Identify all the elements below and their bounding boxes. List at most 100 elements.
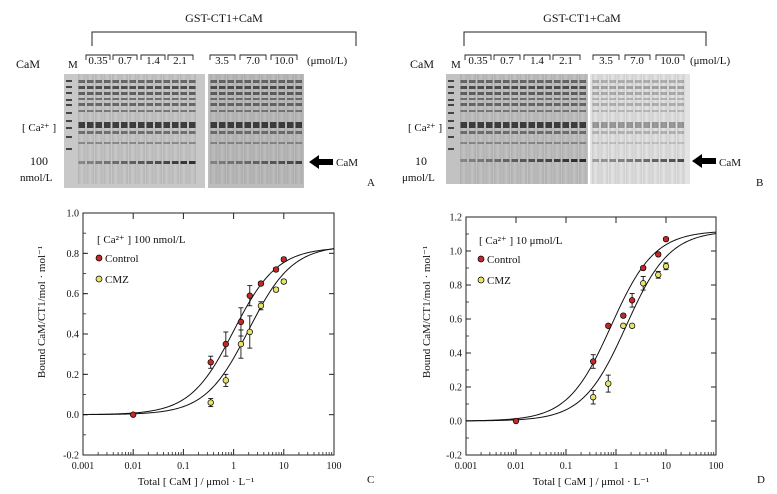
chart-d-point-cmz xyxy=(628,322,636,329)
gel-a-band xyxy=(295,122,302,128)
gel-a-band xyxy=(253,110,260,112)
chart-d-point-cmz xyxy=(662,263,670,270)
gel-a-cam-band xyxy=(227,161,234,164)
gel-a-band xyxy=(87,92,94,95)
gel-a-band xyxy=(138,131,145,134)
gel-a-band xyxy=(87,103,94,106)
gel-a-band xyxy=(129,122,136,128)
gel-a-band xyxy=(146,98,153,100)
gel-b-lane xyxy=(677,74,685,184)
gel-b-band xyxy=(460,122,467,128)
chart-c-xtick-label: 10 xyxy=(279,461,289,472)
gel-b-band xyxy=(528,80,535,83)
chart-d-point-cmz xyxy=(605,380,612,387)
chart-d-panel-letter: D xyxy=(757,474,765,486)
gel-a-bands xyxy=(66,74,303,184)
gel-b-band xyxy=(528,142,535,144)
gel-a-band xyxy=(95,98,102,100)
gel-b-cam-band xyxy=(537,159,544,162)
gel-b-band xyxy=(528,131,535,134)
gel-b-band xyxy=(469,110,476,112)
gel-a-band xyxy=(253,92,260,95)
gel-b-band xyxy=(579,103,586,106)
gel-b-band xyxy=(626,122,633,128)
gel-a-band xyxy=(78,142,85,144)
gel-a-band xyxy=(95,92,102,95)
gel-a-band xyxy=(163,122,170,128)
chart-d-point-control xyxy=(655,251,662,258)
gel-b-cam-label: CaM xyxy=(410,57,434,71)
chart-c-fit-control xyxy=(82,248,335,415)
gel-a-band xyxy=(189,131,196,134)
gel-b-band xyxy=(520,110,527,112)
gel-b-cam-band xyxy=(571,159,578,162)
gel-b-band xyxy=(669,80,676,83)
gel-b-band xyxy=(618,142,625,144)
gel-b-lane xyxy=(592,74,600,184)
gel-a-band xyxy=(278,142,285,144)
gel-b-band xyxy=(609,131,616,134)
gel-a-band xyxy=(227,110,234,112)
gel-a-band xyxy=(121,110,128,112)
gel-a-band xyxy=(129,103,136,106)
gel-b-group-bracket xyxy=(624,54,651,60)
chart-c-point-control xyxy=(246,292,253,299)
gel-b-cam-band xyxy=(477,159,484,162)
chart-d: -0.2 0.0 0.2 0.4 0.6 0.8 1.0 1.2 0.001 0.01 0.1 1 10… xyxy=(421,213,765,489)
gel-b-band xyxy=(660,92,667,95)
gel-b-band xyxy=(562,80,569,83)
chart-c-ytick-label: 0.6 xyxy=(67,289,80,300)
gel-a-cam-band xyxy=(163,161,170,164)
gel-b-marker-band xyxy=(448,136,454,138)
gel-b-band xyxy=(537,92,544,95)
gel-b-band xyxy=(571,122,578,128)
gel-a-cam-band xyxy=(278,161,285,164)
gel-b-band xyxy=(601,103,608,106)
gel-b-band xyxy=(660,131,667,134)
gel-a-band xyxy=(210,110,217,112)
gel-a-cam-band xyxy=(287,161,294,164)
gel-b-ca-label: [ Ca²⁺ ] xyxy=(408,122,442,134)
gel-b-band xyxy=(469,103,476,106)
gel-a-band xyxy=(138,92,145,95)
gel-a-lane xyxy=(180,74,188,184)
gel-a-band xyxy=(112,131,119,134)
gel-a-cam-band xyxy=(180,161,187,164)
gel-a-group-bracket xyxy=(167,54,194,60)
chart-d-point-control xyxy=(620,312,627,319)
gel-a-cam-band xyxy=(121,161,128,164)
gel-a-marker-band xyxy=(66,120,72,122)
chart-d-point-control xyxy=(590,358,597,365)
gel-a-band xyxy=(112,142,119,144)
gel-b-band xyxy=(677,103,684,106)
gel-b-band xyxy=(528,98,535,100)
gel-b-band xyxy=(528,103,535,106)
gel-b-lane xyxy=(668,74,676,184)
gel-a-band xyxy=(244,122,251,128)
gel-b-band xyxy=(503,122,510,128)
gel-a-band xyxy=(146,86,153,89)
chart-d-point-control xyxy=(640,264,647,272)
gel-a-band xyxy=(219,86,226,89)
gel-b-band xyxy=(669,142,676,144)
chart-c-ytick-label: 1.0 xyxy=(67,209,80,220)
gel-b-band xyxy=(545,98,552,100)
gel-b-band xyxy=(601,80,608,83)
gel-b-band xyxy=(477,86,484,89)
gel-b-band xyxy=(554,103,561,106)
gel-b-band xyxy=(460,98,467,100)
gel-a-lane xyxy=(278,74,286,184)
chart-c-point-control xyxy=(280,256,287,263)
chart-c-legend-control-marker xyxy=(95,254,103,262)
gel-a-band xyxy=(210,80,217,83)
gel-b-band xyxy=(494,103,501,106)
gel-a-band xyxy=(287,110,294,112)
chart-c-ylabel: Bound CaM/CT1/mol · mol⁻¹ xyxy=(36,246,48,378)
gel-a-band xyxy=(146,103,153,106)
gel-b-group-bracket xyxy=(592,54,620,60)
chart-d-fit-cmz xyxy=(465,233,717,422)
gel-b-band xyxy=(635,80,642,83)
gel-a-band xyxy=(172,122,179,128)
gel-b-band xyxy=(477,110,484,112)
chart-d-ytick-label: 0.0 xyxy=(450,417,463,428)
